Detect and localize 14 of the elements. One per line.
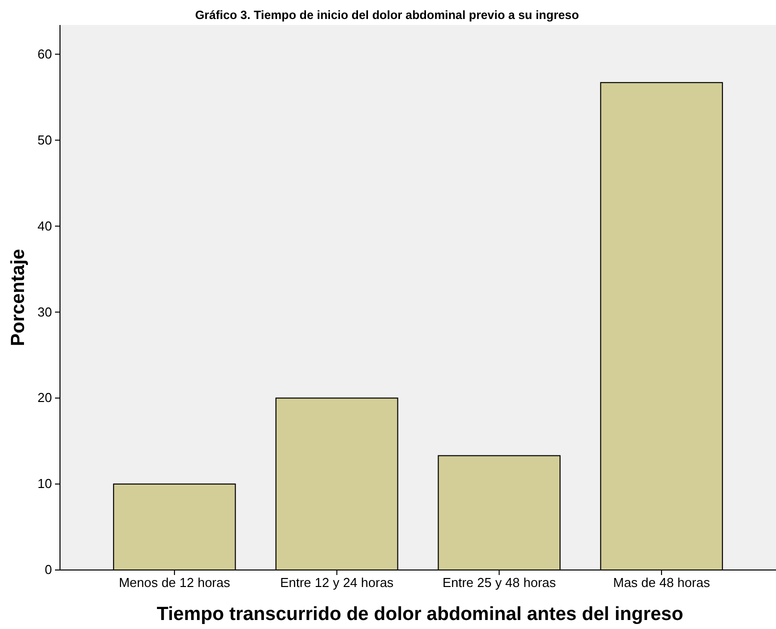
y-tick-label: 30 xyxy=(38,304,52,320)
y-tick-label: 0 xyxy=(44,562,52,578)
y-axis-title: Porcentaje xyxy=(8,248,29,346)
x-tick-label: Menos de 12 horas xyxy=(118,575,231,590)
x-axis-title: Tiempo transcurrido de dolor abdominal antes del ingreso xyxy=(156,604,684,625)
y-tick-label: 10 xyxy=(38,476,52,492)
x-tick-label: Entre 12 y 24 horas xyxy=(280,575,394,590)
x-tick-label: Mas de 48 horas xyxy=(613,575,710,590)
chart-title: Gráfico 3. Tiempo de inicio del dolor abdominal previo a su ingreso xyxy=(195,8,579,22)
y-tick-label: 40 xyxy=(38,218,52,234)
y-tick-label: 20 xyxy=(38,390,52,406)
y-tick-label: 60 xyxy=(38,46,52,62)
x-tick-label: Entre 25 y 48 horas xyxy=(442,575,556,590)
y-tick-label: 50 xyxy=(38,132,52,148)
